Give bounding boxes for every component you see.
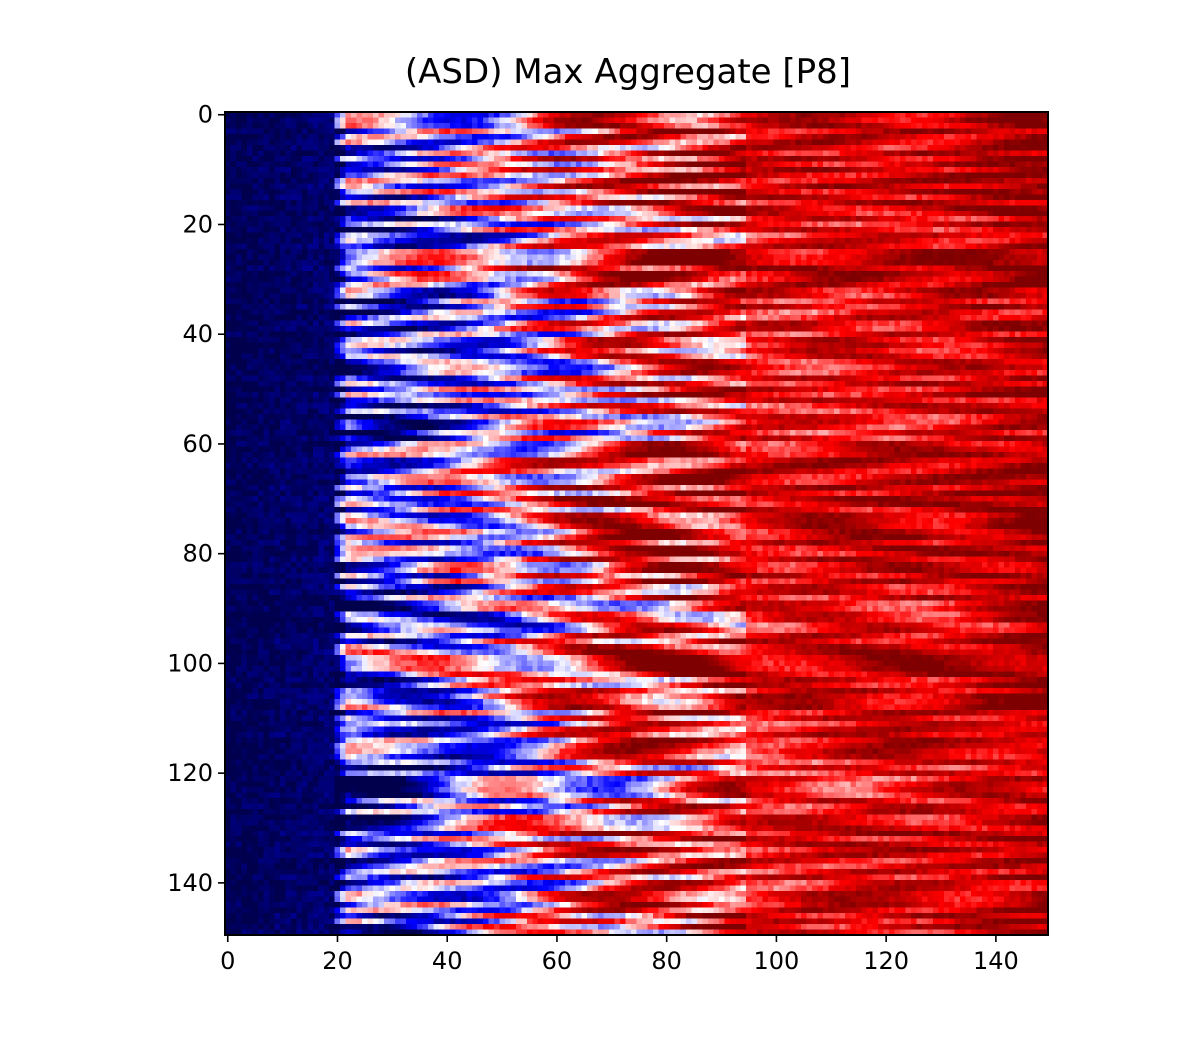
plot-frame: [224, 111, 1049, 936]
x-axis-ticks: 0 20 40 60 80 100 120 140: [220, 935, 1019, 975]
y-tick-label: 0: [198, 101, 213, 129]
x-tick-label: 80: [651, 947, 682, 975]
x-tick-label: 0: [220, 947, 235, 975]
y-tick-label: 100: [167, 649, 213, 677]
chart-title: (ASD) Max Aggregate [P8]: [404, 52, 852, 92]
y-tick-label: 20: [182, 210, 213, 238]
x-tick-label: 60: [542, 947, 573, 975]
x-tick-label: 40: [432, 947, 463, 975]
heatmap-image: [225, 112, 1048, 935]
x-tick-label: 120: [863, 947, 909, 975]
x-tick-label: 140: [973, 947, 1019, 975]
y-axis-ticks: 0 20 40 60 80 100 120 140: [167, 101, 225, 897]
y-tick-label: 140: [167, 869, 213, 897]
y-tick-label: 80: [182, 540, 213, 568]
x-tick-label: 20: [322, 947, 353, 975]
y-tick-label: 120: [167, 759, 213, 787]
y-tick-label: 60: [182, 430, 213, 458]
y-tick-label: 40: [182, 320, 213, 348]
x-tick-label: 100: [754, 947, 800, 975]
